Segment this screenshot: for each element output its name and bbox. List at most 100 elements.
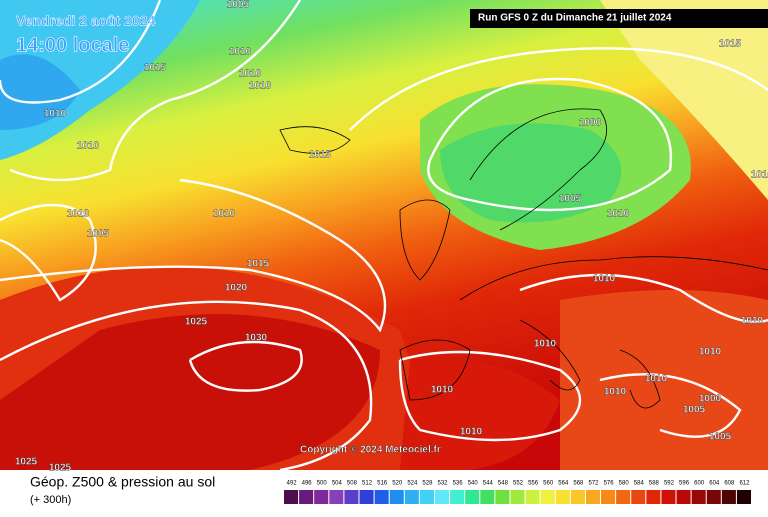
scale-label: 596 bbox=[679, 481, 690, 487]
scale-swatch bbox=[465, 490, 480, 504]
isobar-label: 1005 bbox=[227, 0, 250, 11]
scale-label: 544 bbox=[483, 481, 494, 487]
isobar-label: 1010 bbox=[44, 109, 67, 120]
scale-label: 496 bbox=[302, 481, 313, 487]
isobar-label: 1000 bbox=[699, 394, 722, 405]
scale-label: 576 bbox=[604, 481, 615, 487]
isobar-label: 1030 bbox=[245, 333, 268, 344]
scale-label: 532 bbox=[438, 481, 449, 487]
scale-swatch bbox=[616, 490, 631, 504]
isobar-label: 1010 bbox=[751, 170, 768, 181]
scale-label: 516 bbox=[377, 481, 388, 487]
scale-swatch bbox=[480, 490, 495, 504]
scale-label: 548 bbox=[498, 481, 509, 487]
scale-swatch bbox=[314, 490, 329, 504]
scale-label: 492 bbox=[287, 481, 298, 487]
scale-swatch bbox=[555, 490, 570, 504]
isobar-label: 1020 bbox=[225, 283, 248, 294]
scale-label: 540 bbox=[468, 481, 479, 487]
isobar-label: 1015 bbox=[247, 259, 270, 270]
isobar-label: 1015 bbox=[719, 39, 742, 50]
scale-swatch bbox=[284, 490, 299, 504]
isobar-label: 1010 bbox=[229, 47, 252, 58]
scale-swatch bbox=[374, 490, 389, 504]
scale-swatch bbox=[570, 490, 585, 504]
forecast-date: Vendredi 2 août 2024 bbox=[16, 13, 155, 29]
scale-swatch bbox=[359, 490, 374, 504]
isobar-label: 1010 bbox=[534, 339, 557, 350]
scale-label: 552 bbox=[513, 481, 524, 487]
scale-swatch bbox=[419, 490, 434, 504]
scale-label: 560 bbox=[543, 481, 554, 487]
footer-title: Géop. Z500 & pression au sol bbox=[30, 474, 215, 490]
scale-label: 556 bbox=[528, 481, 539, 487]
scale-swatch bbox=[389, 490, 404, 504]
isobar-label: 1010 bbox=[604, 387, 627, 398]
isobar-label: 1010 bbox=[431, 385, 454, 396]
scale-swatch bbox=[661, 490, 676, 504]
isobar-label: 1025 bbox=[185, 317, 208, 328]
copyright: Copyright © 2024 Meteociel.fr bbox=[300, 445, 441, 456]
isobar-label: 1005 bbox=[709, 432, 732, 443]
scale-swatch bbox=[525, 490, 540, 504]
scale-swatch bbox=[510, 490, 525, 504]
scale-swatch bbox=[344, 490, 359, 504]
isobar-label: 1015 bbox=[309, 150, 332, 161]
scale-label: 564 bbox=[558, 481, 569, 487]
scale-swatch bbox=[450, 490, 465, 504]
scale-label: 536 bbox=[453, 481, 464, 487]
scale-swatch bbox=[691, 490, 706, 504]
scale-swatch bbox=[299, 490, 314, 504]
scale-label: 572 bbox=[588, 481, 599, 487]
scale-swatch bbox=[631, 490, 646, 504]
isobar-label: 1025 bbox=[49, 463, 72, 474]
isobar-label: 1005 bbox=[87, 229, 110, 240]
scale-label: 500 bbox=[317, 481, 328, 487]
scale-swatch bbox=[601, 490, 616, 504]
isobar-label: 1010 bbox=[77, 141, 100, 152]
scale-swatch bbox=[646, 490, 661, 504]
isobar-label: 1025 bbox=[15, 457, 38, 468]
isobar-label: 1010 bbox=[67, 209, 90, 220]
scale-label: 524 bbox=[407, 481, 418, 487]
scale-swatch bbox=[434, 490, 450, 504]
forecast-time: 14:00 locale bbox=[16, 34, 129, 56]
coastlines bbox=[279, 108, 768, 409]
scale-label: 604 bbox=[709, 481, 720, 487]
run-banner bbox=[470, 9, 768, 28]
scale-swatch bbox=[721, 490, 736, 504]
scale-swatch bbox=[404, 490, 419, 504]
isobar-label: 1010 bbox=[607, 209, 630, 220]
scale-label: 568 bbox=[573, 481, 584, 487]
scale-label: 608 bbox=[724, 481, 735, 487]
scale-swatch bbox=[329, 490, 344, 504]
isobar-label: 1015 bbox=[144, 63, 167, 74]
scale-label: 508 bbox=[347, 481, 358, 487]
scale-label: 588 bbox=[649, 481, 660, 487]
scale-label: 592 bbox=[664, 481, 675, 487]
scale-label: 512 bbox=[362, 481, 373, 487]
scale-label: 612 bbox=[739, 481, 750, 487]
isobar-label: 1010 bbox=[213, 209, 236, 220]
isobar-label: 1000 bbox=[579, 118, 602, 129]
isobar-label: 1010 bbox=[699, 347, 722, 358]
scale-label: 520 bbox=[392, 481, 403, 487]
scale-label: 584 bbox=[634, 481, 645, 487]
scale-swatch bbox=[676, 490, 691, 504]
scale-label: 580 bbox=[619, 481, 630, 487]
isobar-label: 1010 bbox=[460, 427, 483, 438]
isobar-label: 1005 bbox=[683, 405, 706, 416]
isobar-label: 1010 bbox=[249, 81, 272, 92]
isobars bbox=[0, 0, 768, 470]
scale-swatch bbox=[706, 490, 721, 504]
footer-subtitle: (+ 300h) bbox=[30, 494, 71, 506]
scale-swatch bbox=[495, 490, 510, 504]
isobar-label: 1010 bbox=[239, 69, 262, 80]
scale-label: 504 bbox=[332, 481, 343, 487]
isobar-label: 1010 bbox=[741, 316, 764, 327]
scale-label: 528 bbox=[422, 481, 433, 487]
scale-swatch bbox=[540, 490, 555, 504]
isobar-labels: 1005101010151010101010101010101510151000… bbox=[15, 0, 768, 474]
scale-label: 600 bbox=[694, 481, 705, 487]
